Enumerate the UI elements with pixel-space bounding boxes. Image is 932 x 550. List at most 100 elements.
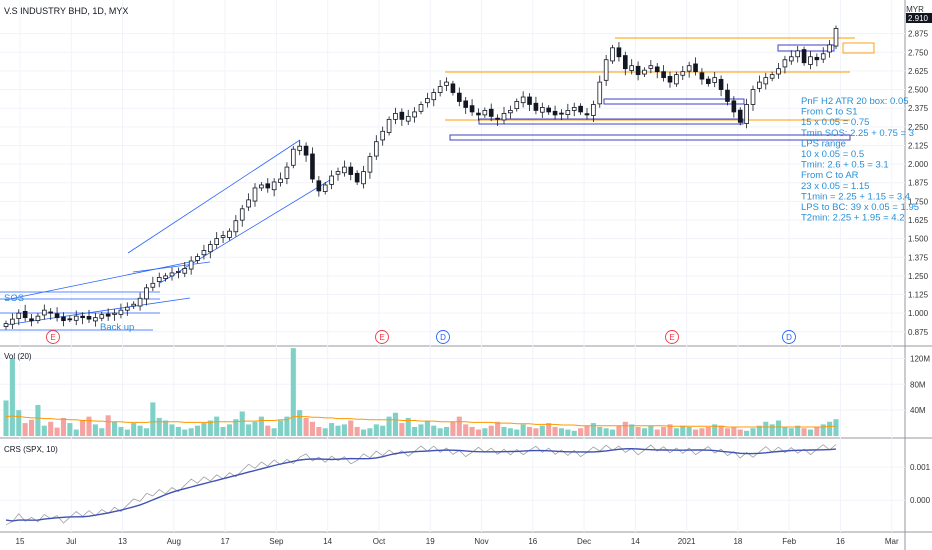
- candle[interactable]: [99, 311, 105, 322]
- candle[interactable]: [93, 312, 98, 327]
- candle[interactable]: [622, 51, 628, 76]
- volume-bar[interactable]: [431, 425, 437, 436]
- lps-range-box[interactable]: [603, 98, 745, 105]
- candle[interactable]: [131, 301, 137, 309]
- candle[interactable]: [418, 101, 424, 115]
- candle[interactable]: [354, 170, 360, 185]
- candle[interactable]: [661, 65, 666, 82]
- volume-bar[interactable]: [712, 424, 718, 436]
- candle[interactable]: [163, 272, 168, 282]
- candle[interactable]: [757, 75, 762, 93]
- volume-bar[interactable]: [3, 400, 9, 436]
- volume-bar[interactable]: [169, 424, 175, 436]
- volume-bar[interactable]: [744, 430, 750, 436]
- candle[interactable]: [514, 98, 520, 112]
- candle[interactable]: [725, 83, 730, 106]
- volume-bar[interactable]: [252, 421, 258, 436]
- candle[interactable]: [827, 40, 832, 58]
- volume-bar[interactable]: [297, 410, 303, 436]
- candle[interactable]: [425, 92, 430, 108]
- volume-bar[interactable]: [692, 429, 699, 436]
- volume-bar[interactable]: [482, 428, 488, 436]
- candle[interactable]: [35, 313, 41, 324]
- volume-bar[interactable]: [424, 420, 430, 436]
- volume-bar[interactable]: [28, 419, 35, 436]
- candle[interactable]: [329, 170, 334, 190]
- candle[interactable]: [233, 215, 239, 237]
- volume-bar[interactable]: [814, 426, 820, 436]
- volume-bar[interactable]: [495, 421, 501, 436]
- volume-bar[interactable]: [412, 426, 418, 436]
- volume-bar[interactable]: [309, 421, 316, 436]
- candle[interactable]: [239, 204, 245, 227]
- candle[interactable]: [3, 320, 9, 330]
- volume-bar[interactable]: [380, 425, 386, 436]
- volume-bar[interactable]: [92, 424, 98, 436]
- volume-bar[interactable]: [463, 424, 469, 436]
- volume-bar[interactable]: [271, 428, 277, 436]
- candle[interactable]: [648, 60, 654, 74]
- creek-box[interactable]: [449, 134, 851, 141]
- volume-bar[interactable]: [188, 428, 194, 436]
- trend-channel-upper[interactable]: [127, 139, 301, 254]
- candle[interactable]: [693, 57, 698, 76]
- candle[interactable]: [654, 63, 660, 79]
- volume-bar[interactable]: [35, 404, 41, 436]
- volume-bar[interactable]: [654, 429, 660, 436]
- candle[interactable]: [188, 256, 194, 275]
- candle[interactable]: [105, 308, 111, 321]
- volume-bar[interactable]: [475, 429, 482, 436]
- volume-bar[interactable]: [788, 428, 794, 436]
- volume-bar[interactable]: [111, 421, 118, 436]
- backup-label[interactable]: Back up: [100, 322, 134, 333]
- volume-bar[interactable]: [763, 421, 769, 436]
- volume-bar[interactable]: [648, 425, 654, 436]
- target-box[interactable]: [842, 42, 875, 54]
- volume-bar[interactable]: [833, 419, 839, 436]
- candle[interactable]: [73, 310, 79, 326]
- volume-bar[interactable]: [558, 428, 565, 436]
- volume-bar[interactable]: [360, 429, 367, 436]
- event-marker[interactable]: E: [665, 330, 679, 344]
- volume-bar[interactable]: [616, 425, 622, 436]
- volume-bar[interactable]: [801, 428, 807, 436]
- candle[interactable]: [144, 283, 149, 306]
- volume-bar[interactable]: [546, 423, 552, 436]
- candle[interactable]: [303, 142, 309, 162]
- volume-bar[interactable]: [322, 428, 328, 436]
- candle[interactable]: [616, 42, 622, 62]
- volume-bar[interactable]: [207, 420, 213, 436]
- volume-bar[interactable]: [150, 402, 156, 436]
- candle[interactable]: [833, 25, 839, 50]
- volume-bar[interactable]: [118, 426, 124, 436]
- volume-bar[interactable]: [597, 426, 603, 436]
- volume-bar[interactable]: [392, 412, 399, 436]
- volume-bar[interactable]: [469, 426, 475, 436]
- candle[interactable]: [629, 59, 635, 75]
- volume-bar[interactable]: [201, 423, 207, 436]
- candle[interactable]: [80, 312, 85, 325]
- volume-bar[interactable]: [769, 424, 775, 436]
- candle[interactable]: [182, 261, 188, 278]
- volume-bar[interactable]: [290, 348, 296, 436]
- candle[interactable]: [801, 46, 807, 66]
- candle[interactable]: [476, 108, 481, 121]
- volume-bar[interactable]: [226, 424, 233, 436]
- volume-ma-line[interactable]: [5, 415, 836, 428]
- volume-bar[interactable]: [437, 428, 443, 436]
- candle[interactable]: [546, 105, 552, 115]
- crs-smoothed-line[interactable]: [5, 447, 837, 522]
- volume-bar[interactable]: [354, 426, 360, 436]
- volume-bar[interactable]: [456, 416, 462, 436]
- candle[interactable]: [335, 167, 341, 181]
- volume-bar[interactable]: [507, 428, 513, 436]
- volume-bar[interactable]: [316, 426, 322, 436]
- volume-bar[interactable]: [603, 428, 609, 436]
- volume-bar[interactable]: [514, 429, 520, 436]
- volume-bar[interactable]: [552, 426, 558, 436]
- candle[interactable]: [520, 91, 526, 108]
- volume-bar[interactable]: [341, 424, 347, 436]
- volume-bar[interactable]: [533, 428, 539, 436]
- candle[interactable]: [54, 307, 60, 322]
